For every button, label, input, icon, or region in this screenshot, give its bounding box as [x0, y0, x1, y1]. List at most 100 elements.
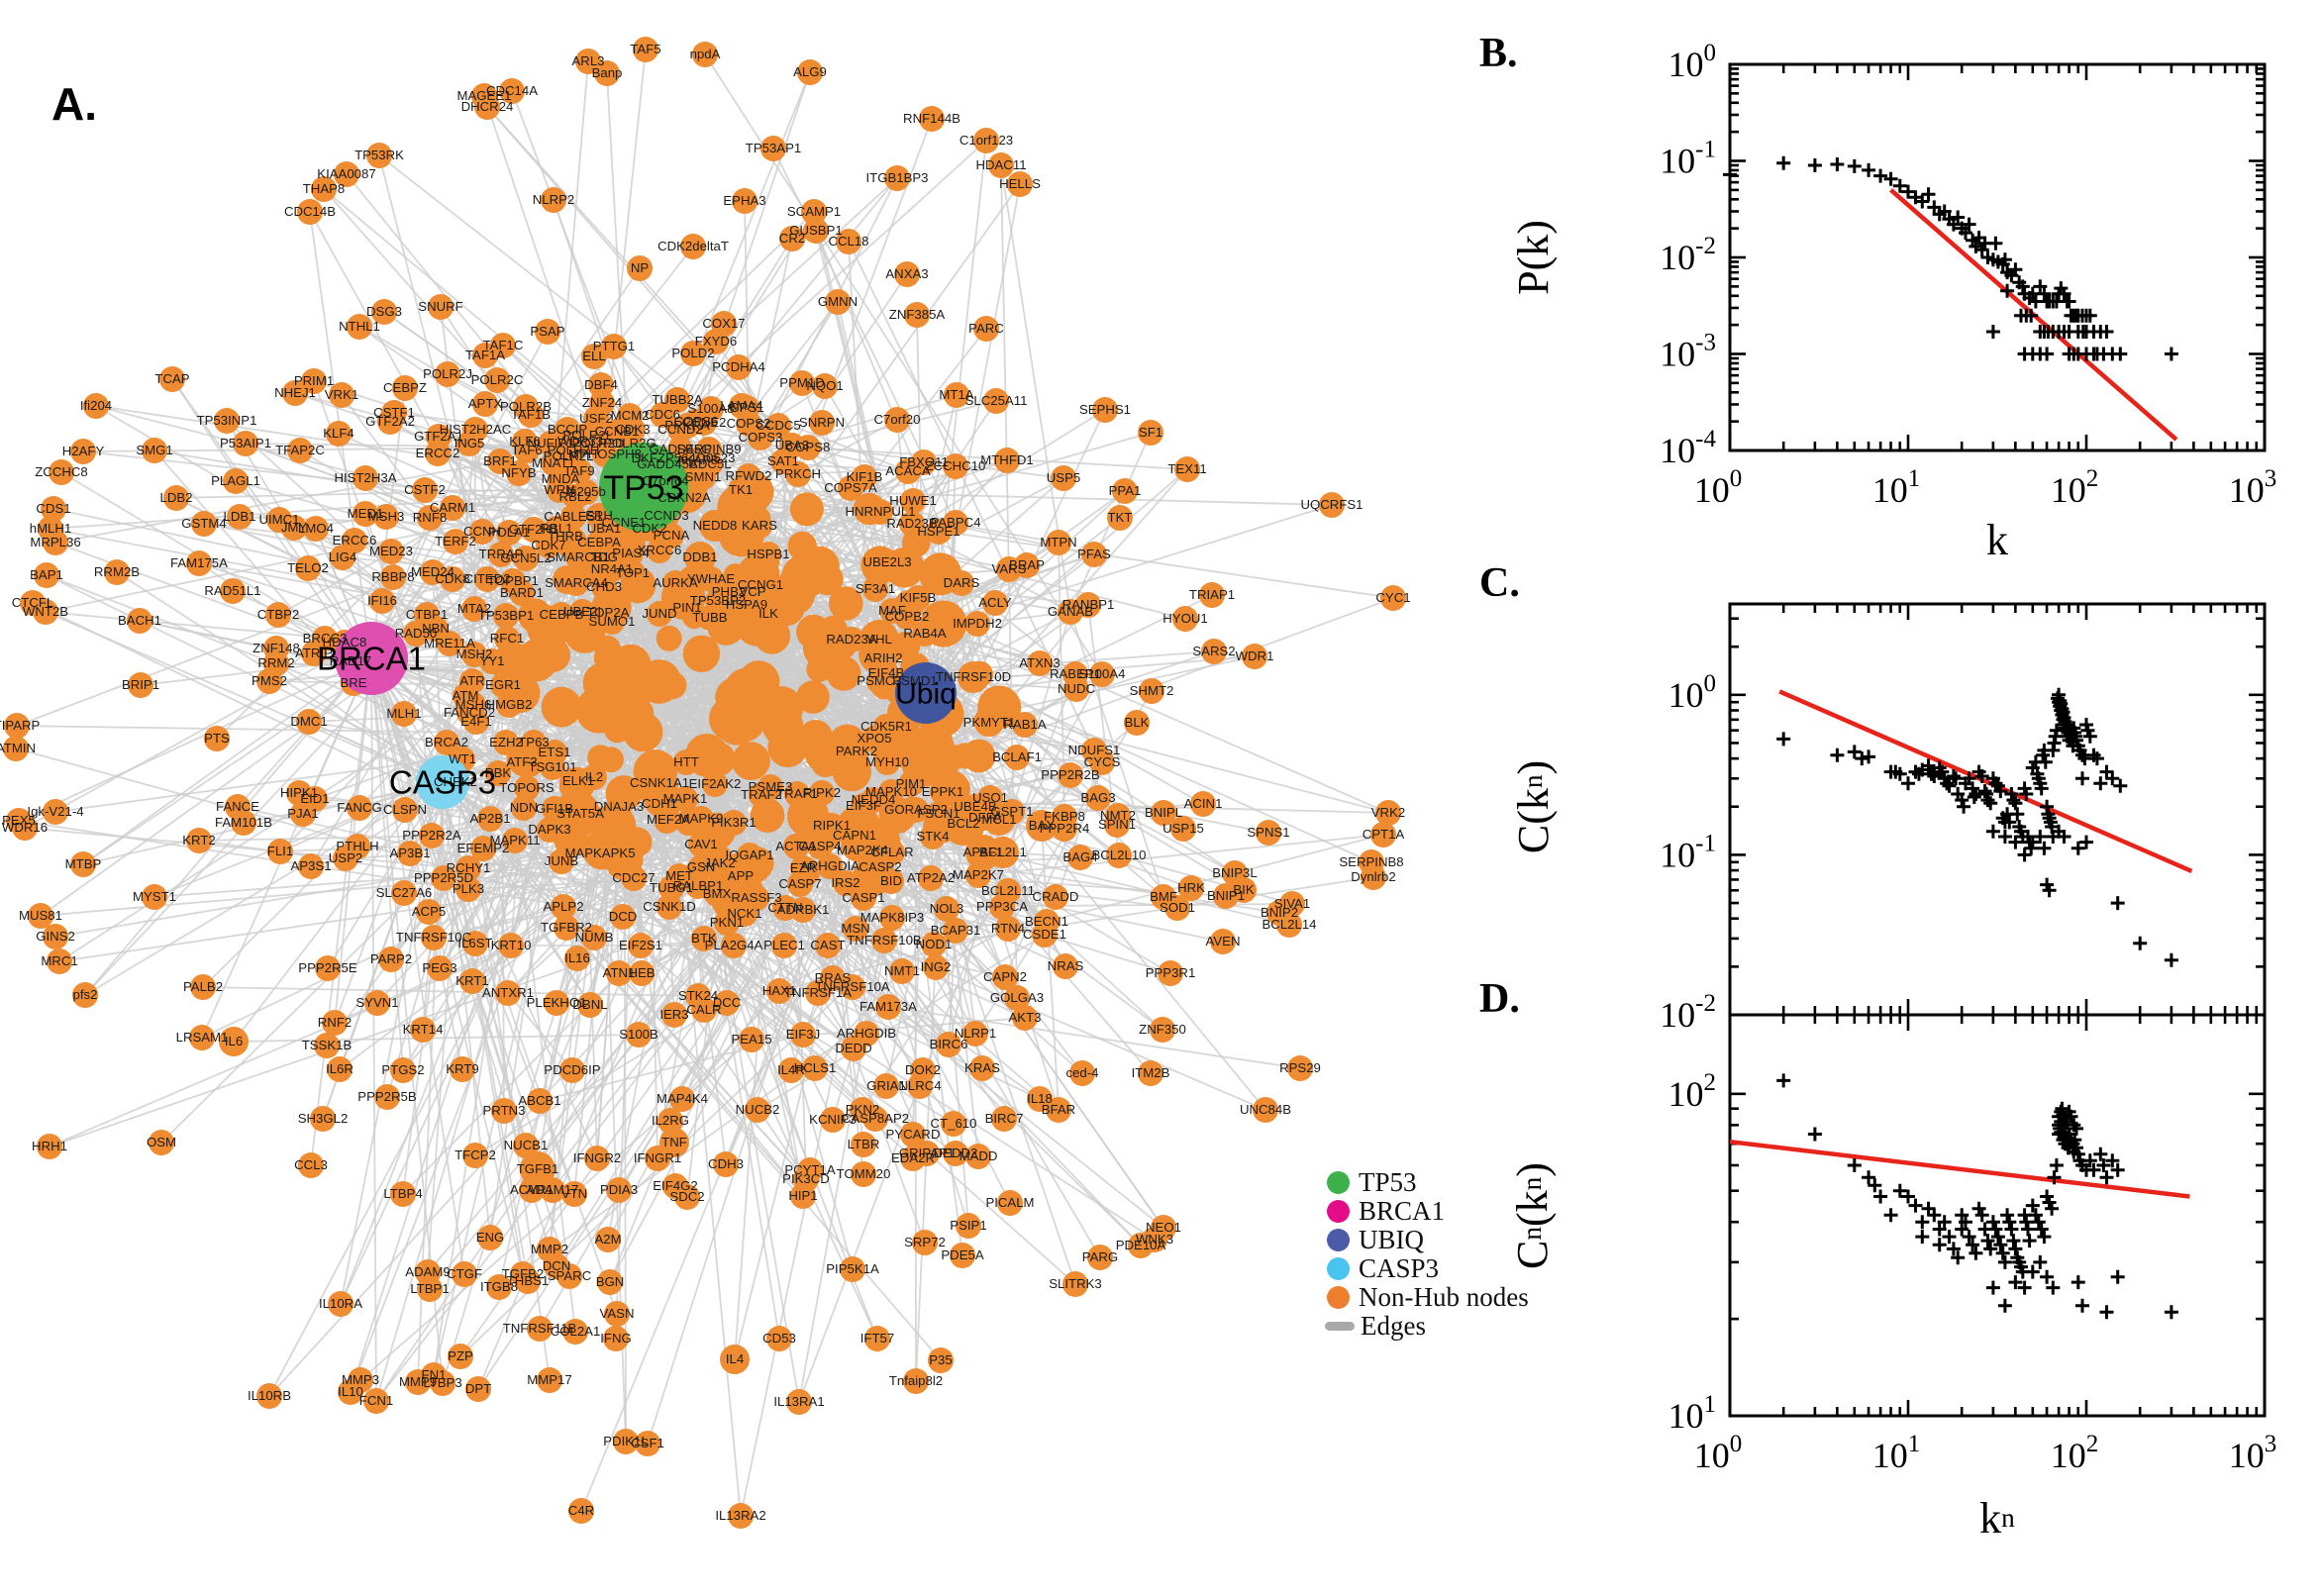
network-node-label: BNIP3L: [1212, 865, 1257, 880]
network-node: [944, 382, 969, 408]
scatter-point: [2062, 721, 2076, 736]
scatter-point: [2033, 347, 2048, 361]
scatter-point: [2059, 718, 2073, 732]
network-node: [598, 747, 624, 773]
scatter-point: [1983, 796, 1998, 811]
network-node: [785, 461, 811, 487]
scatter-point: [2096, 1158, 2111, 1172]
network-node-label: CSNK1D: [643, 899, 696, 914]
network-node: [656, 625, 682, 651]
scatter-point: [2040, 1269, 2055, 1284]
scatter-point: [2093, 325, 2108, 339]
network-node-label: SNURF: [418, 299, 462, 314]
network-node-label: RTN4: [991, 921, 1025, 936]
network-node-label: RNF144B: [903, 111, 960, 126]
network-node-label: DBF4: [584, 377, 618, 392]
scatter-point: [1776, 155, 1791, 170]
network-node-label: PFAS: [1077, 547, 1111, 561]
network-node-label: JUND: [642, 606, 676, 621]
network-node: [667, 417, 693, 443]
network-node-label: IL6: [225, 1034, 243, 1048]
network-node-label: CSDE1: [1023, 927, 1066, 942]
scatter-point: [2004, 268, 2019, 283]
network-node-label: CFLAR: [870, 845, 913, 859]
scatter-point: [2062, 325, 2076, 339]
network-node-label: COPS3: [739, 430, 783, 445]
scatter-point: [2057, 830, 2071, 844]
network-node-label: PCYT1A: [784, 1162, 836, 1177]
network-node-label: TGFB1: [517, 1161, 559, 1176]
network-node-label: MRPL36: [30, 535, 80, 549]
network-node-label: WNT2B: [23, 604, 68, 619]
network-node-label: UBE2L3: [862, 554, 911, 569]
scatter-point: [1995, 1246, 2010, 1260]
scatter-point: [2079, 1162, 2093, 1177]
network-node-label: LTBR: [848, 1137, 880, 1151]
network-node-label: AP2B1: [469, 811, 510, 826]
scatter-point: [2053, 693, 2068, 708]
network-node-label: DSG3: [366, 304, 402, 319]
network-edge: [798, 673, 1076, 1403]
scatter-point: [2065, 733, 2079, 748]
network-node: [760, 136, 786, 161]
scatter-point: [2046, 325, 2061, 339]
scatter-point: [2058, 1137, 2072, 1151]
scatter-point: [2061, 726, 2075, 740]
scatter-point: [2017, 286, 2032, 301]
network-node-label: C1orf123: [960, 133, 1013, 148]
network-node-label: SF3A1: [856, 581, 895, 596]
scatter-point: [2070, 308, 2085, 323]
network-node-label: AVEN: [1206, 934, 1241, 948]
network-node-label: LDB2: [160, 490, 193, 505]
network-node-label: PPP2R2B: [1041, 767, 1100, 782]
network-node-label: IFNG: [600, 1331, 632, 1346]
network-node-label: NOD1: [916, 937, 953, 951]
network-node-label: SLC25A11: [965, 393, 1028, 408]
scatter-point: [1951, 210, 1966, 225]
x-tick-label: 102: [2051, 465, 2099, 510]
scatter-point: [2015, 830, 2030, 844]
scatter-point: [1959, 1215, 1972, 1230]
scatter-point: [1776, 1073, 1791, 1088]
scatter-point: [1997, 252, 2012, 267]
scatter-point: [1942, 1230, 1957, 1245]
scatter-point: [2055, 1118, 2070, 1133]
network-node-label: MMP2: [531, 1242, 568, 1256]
network-node-label: BCL2L11: [981, 883, 1035, 898]
network-node-label: IQGAP1: [725, 848, 773, 862]
network-node: [988, 152, 1014, 178]
network-edge: [1041, 825, 1060, 1111]
network-node-label: PKN1: [710, 915, 744, 930]
scatter-point: [1966, 781, 1980, 796]
scatter-point: [1988, 1222, 2003, 1237]
network-node-label: CR2: [779, 231, 805, 246]
scatter-point: [2037, 1230, 2052, 1245]
scatter-point: [1723, 167, 1737, 182]
scatter-point: [2008, 1242, 2023, 1256]
network-node-label: PARG: [1082, 1249, 1118, 1264]
network-node-label: FANCG: [337, 800, 381, 815]
network-node-label: CYC1: [1375, 590, 1410, 605]
scatter-point: [2046, 830, 2061, 844]
scatter-point: [2055, 708, 2070, 722]
network-node-label: BAG3: [1080, 790, 1115, 805]
scatter-point: [2022, 1234, 2037, 1248]
network-node: [633, 37, 658, 62]
network-node-label: MYH10: [865, 754, 909, 769]
network-edge: [824, 385, 917, 544]
network-node-label: HIST2H3A: [334, 470, 396, 485]
scatter-point: [2105, 771, 2120, 786]
scatter-point: [2075, 1298, 2089, 1313]
network-node-label: DMC1: [290, 714, 327, 729]
scatter-point: [2024, 841, 2039, 855]
network-node-label: THAP8: [303, 181, 346, 196]
scatter-point: [1932, 1238, 1947, 1252]
network-node-label: PPA1: [1109, 483, 1142, 498]
legend: TP53 BRCA1 UBIQ CASP3 Non-Hub nodes Edges: [1325, 1167, 1529, 1341]
network-node: [776, 568, 813, 606]
scatter-point: [2058, 721, 2072, 736]
network-node-label: ITM2B: [1132, 1065, 1170, 1080]
scatter-point: [2086, 347, 2101, 361]
network-node-label: PJA1: [287, 806, 319, 821]
scatter-point: [2040, 347, 2055, 361]
